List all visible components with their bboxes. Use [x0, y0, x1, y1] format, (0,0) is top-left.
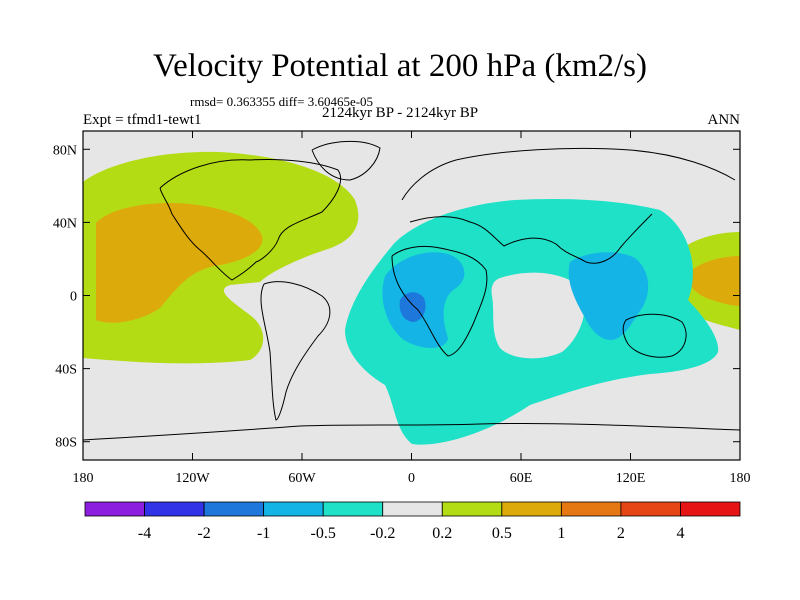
positive-core-pacific [96, 202, 263, 323]
lat-tick-label: 0 [70, 290, 77, 305]
lat-tick-label: 80S [55, 436, 77, 451]
stats-text: rmsd= 0.363355 diff= 3.60465e-05 [190, 94, 374, 109]
colorbar-label: 1 [557, 525, 565, 542]
colorbar: -4 -2 -1 -0.5 -0.2 0.2 0.5 1 2 4 [84, 501, 741, 542]
coastlines [83, 140, 740, 441]
colorbar-swatch [560, 501, 622, 517]
coast-south-america [260, 281, 331, 421]
lat-tick-label: 80N [53, 143, 77, 158]
coast-eurasia [401, 147, 736, 264]
axis-ticks: 80N 40N 0 40S 80S 180 120W 60W 0 60E 120E 180 [53, 131, 751, 486]
colorbar-swatch [322, 501, 384, 517]
colorbar-swatch [203, 501, 265, 517]
lon-tick-label: 60E [510, 471, 533, 486]
lon-tick-label: 120E [616, 471, 646, 486]
contour-fills [83, 151, 740, 445]
colorbar-swatch [263, 501, 324, 517]
colorbar-swatch [84, 501, 145, 517]
coast-africa [391, 245, 488, 357]
lon-tick-label: 180 [730, 471, 751, 486]
colorbar-swatch [382, 501, 443, 517]
colorbar-label: -0.5 [311, 525, 336, 542]
negative-core-maritime [568, 252, 649, 340]
plot-subtitle: 2124kyr BP - 2124kyr BP [321, 105, 479, 121]
plot-title: Velocity Potential at 200 hPa (km2/s) [152, 48, 648, 84]
colorbar-label: -1 [257, 525, 270, 542]
lon-tick-label: 0 [408, 471, 415, 486]
colorbar-label: -2 [197, 525, 210, 542]
colorbar-label: 4 [676, 525, 684, 542]
lat-tick-label: 40S [55, 363, 77, 378]
colorbar-label: -0.2 [370, 525, 395, 542]
season-label: ANN [707, 112, 741, 128]
colorbar-swatch [144, 501, 205, 517]
colorbar-label: 0.2 [432, 525, 452, 542]
lon-tick-label: 180 [73, 471, 94, 486]
colorbar-label: 2 [617, 525, 625, 542]
colorbar-swatch [680, 501, 741, 517]
colorbar-label: -4 [138, 525, 151, 542]
colorbar-swatch [501, 501, 562, 517]
positive-core-westpac [688, 256, 740, 306]
coast-antarctica [83, 422, 740, 441]
experiment-label: Expt = tfmd1-tewt1 [83, 112, 202, 128]
coast-greenland [311, 140, 381, 181]
colorbar-label: 0.5 [492, 525, 512, 542]
negative-peak-africa [399, 292, 426, 322]
lon-tick-label: 120W [175, 471, 210, 486]
colorbar-swatch [441, 501, 503, 517]
lat-tick-label: 40N [53, 216, 77, 231]
lon-tick-label: 60W [288, 471, 316, 486]
colorbar-swatch [620, 501, 681, 517]
coast-australia [622, 313, 687, 358]
coast-north-america [159, 159, 342, 281]
